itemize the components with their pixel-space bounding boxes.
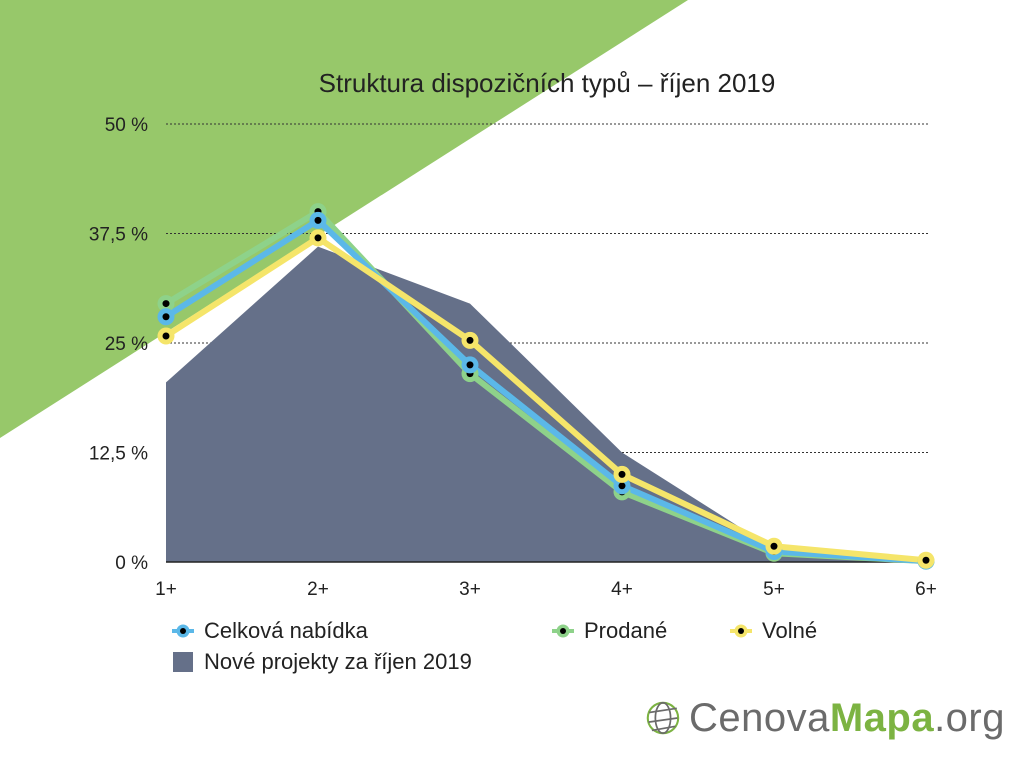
- data-point-celkova: [309, 211, 327, 229]
- marker-dot-volne: [922, 556, 930, 564]
- marker-dot-volne: [466, 336, 474, 344]
- data-point-prodane: [157, 295, 175, 313]
- y-axis-tick-labels: 0 % 12,5 % 25 % 37,5 % 50 %: [89, 115, 148, 574]
- background-green-triangle: [0, 0, 688, 438]
- x-tick-label: 1+: [155, 579, 177, 600]
- y-tick-label: 25 %: [105, 334, 148, 355]
- data-point-celkova: [157, 308, 175, 326]
- data-point-volne: [309, 229, 327, 247]
- marker-dot-prodane: [162, 300, 170, 308]
- data-point-celkova: [461, 356, 479, 374]
- marker-dot-celkova: [466, 361, 474, 369]
- y-tick-label: 0 %: [115, 553, 148, 574]
- data-point-volne: [157, 327, 175, 345]
- data-point-volne: [765, 537, 783, 555]
- globe-grid-icon: [646, 701, 680, 735]
- cenovamapa-logo: CenovaMapa.org: [645, 688, 1005, 748]
- chart-title: Struktura dispozičních typů – říjen 2019: [318, 68, 776, 98]
- marker-dot-volne: [618, 470, 626, 478]
- legend-item-celkova: Celková nabídka: [172, 618, 368, 644]
- x-tick-label: 2+: [307, 579, 329, 600]
- logo-text: CenovaMapa.org: [689, 696, 1005, 741]
- legend-marker-celkova: [172, 624, 194, 638]
- marker-dot-celkova: [314, 216, 322, 224]
- series-lines: [157, 203, 935, 570]
- logo-text-cenova: Cenova: [688, 695, 830, 740]
- legend-swatch-area: [173, 652, 193, 672]
- legend-label-nove-projekty: Nové projekty za říjen 2019: [204, 649, 472, 674]
- marker-dot-volne: [770, 542, 778, 550]
- x-tick-label: 3+: [459, 579, 481, 600]
- legend-marker-volne: [730, 624, 752, 638]
- legend-item-prodane: Prodané: [552, 618, 667, 644]
- legend-label-volne: Volné: [762, 618, 818, 643]
- marker-dot-volne: [314, 234, 322, 242]
- legend-item-nove-projekty: Nové projekty za říjen 2019: [172, 649, 472, 675]
- data-point-volne: [613, 465, 631, 483]
- data-point-volne: [461, 331, 479, 349]
- marker-dot-celkova: [162, 313, 170, 321]
- marker-dot-celkova: [618, 482, 626, 490]
- x-tick-label: 4+: [611, 579, 633, 600]
- series-line-celkova: [163, 217, 929, 565]
- legend-item-volne: Volné: [730, 618, 817, 644]
- logo-text-mapa: Mapa: [829, 695, 935, 740]
- x-tick-label: 6+: [915, 579, 937, 600]
- legend-marker-prodane: [552, 624, 574, 638]
- x-axis-tick-labels: 1+ 2+ 3+ 4+ 5+ 6+: [155, 579, 937, 600]
- y-tick-label: 12,5 %: [89, 444, 148, 465]
- marker-dot-volne: [162, 332, 170, 340]
- y-tick-label: 37,5 %: [89, 225, 148, 246]
- data-point-volne: [917, 551, 935, 569]
- y-tick-label: 50 %: [105, 115, 148, 136]
- series-line-volne: [163, 234, 929, 564]
- legend-label-prodane: Prodané: [584, 618, 668, 643]
- legend-label-celkova: Celková nabídka: [204, 618, 368, 643]
- logo-text-org: .org: [934, 695, 1005, 740]
- x-tick-label: 5+: [763, 579, 785, 600]
